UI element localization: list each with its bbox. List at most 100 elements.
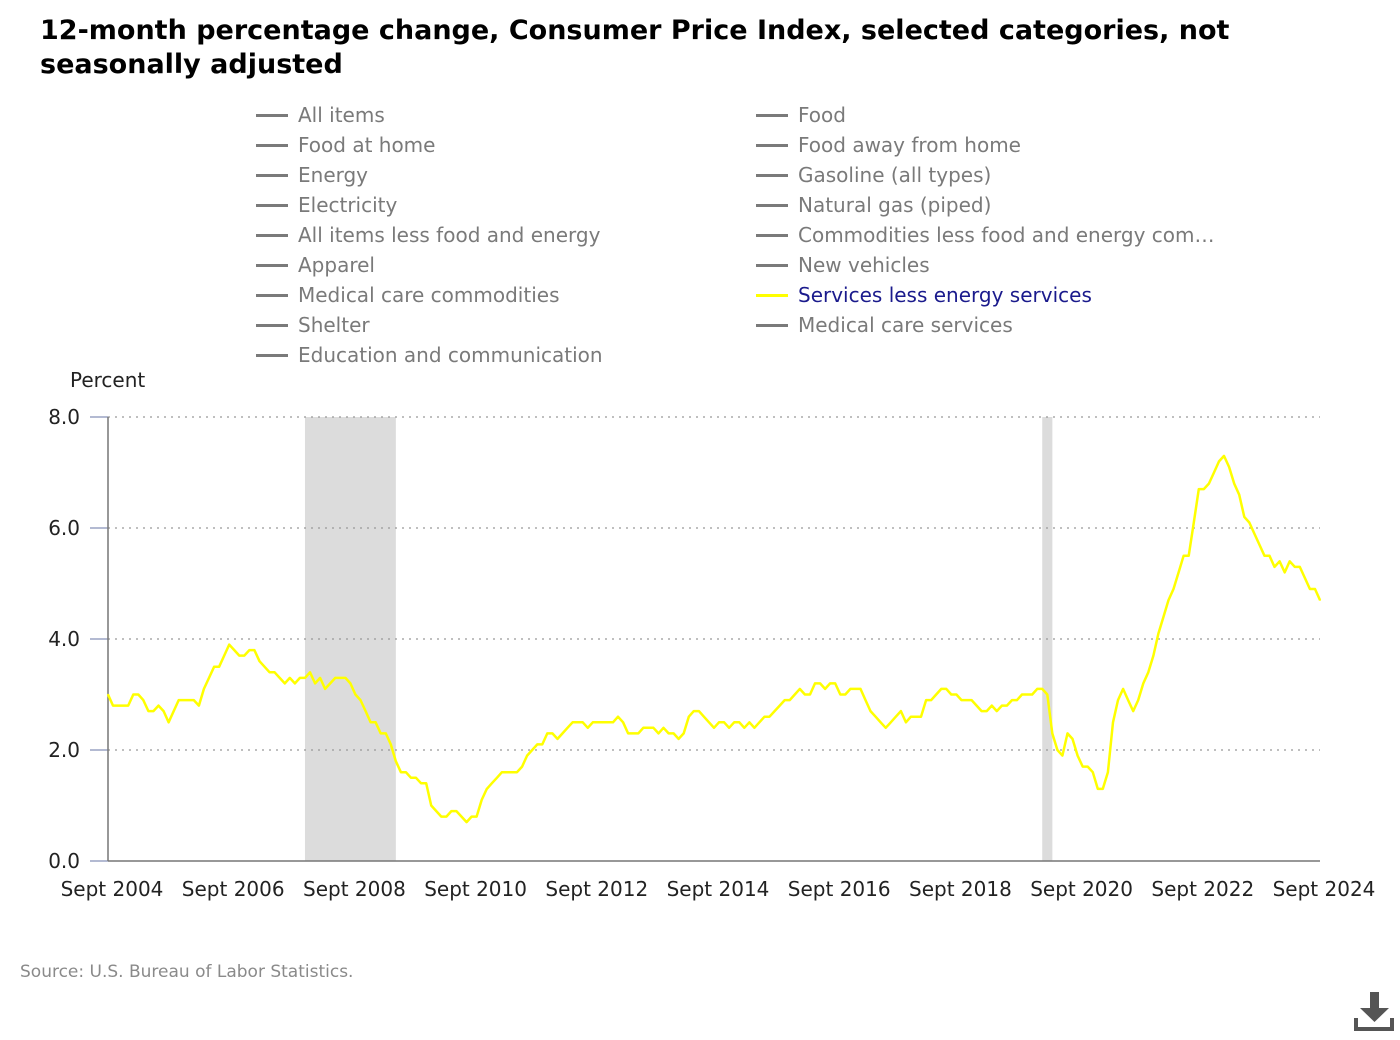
download-icon[interactable] — [1352, 990, 1396, 1034]
data-point — [329, 682, 332, 685]
x-tick-label: Sept 2008 — [303, 877, 406, 901]
legend-item[interactable]: Food — [756, 100, 846, 130]
legend-label: Apparel — [298, 253, 375, 277]
data-point — [435, 810, 438, 812]
legend-item[interactable]: Apparel — [256, 250, 375, 280]
legend-item[interactable]: Natural gas (piped) — [756, 190, 991, 220]
x-tick-label: Sept 2010 — [424, 877, 527, 901]
data-point — [612, 721, 614, 724]
y-tick-label: 6.0 — [48, 516, 80, 540]
data-point — [809, 693, 811, 696]
x-tick-label: Sept 2012 — [545, 877, 648, 901]
legend-item[interactable]: All items — [256, 100, 385, 130]
data-point — [1273, 566, 1276, 568]
data-point — [561, 732, 564, 735]
legend-swatch — [256, 203, 288, 207]
legend-item[interactable]: New vehicles — [756, 250, 930, 280]
data-point — [566, 727, 569, 729]
data-point — [1309, 588, 1311, 590]
data-point — [1092, 771, 1094, 773]
data-point — [1243, 516, 1246, 518]
data-point — [1157, 632, 1160, 635]
legend-item[interactable]: Gasoline (all types) — [756, 160, 991, 190]
legend-item[interactable]: Services less energy services — [756, 280, 1092, 310]
data-point — [844, 693, 847, 696]
data-point — [895, 715, 897, 718]
data-point — [465, 821, 468, 823]
data-point — [839, 693, 842, 696]
data-point — [965, 699, 968, 701]
y-tick-label: 2.0 — [48, 738, 80, 762]
legend-item[interactable]: Food at home — [256, 130, 435, 160]
legend-label: All items less food and energy — [298, 223, 601, 247]
data-point — [420, 782, 422, 785]
data-point — [415, 777, 417, 779]
data-point — [486, 788, 488, 790]
data-point — [147, 710, 150, 712]
data-point — [450, 810, 453, 812]
legend-item[interactable]: Shelter — [256, 310, 370, 340]
legend-item[interactable]: Energy — [256, 160, 368, 190]
data-point — [445, 815, 448, 818]
data-point — [1001, 704, 1003, 707]
data-point — [1046, 693, 1049, 696]
data-point — [455, 810, 458, 812]
data-point — [183, 699, 185, 701]
data-point — [410, 777, 412, 779]
legend-label: Food at home — [298, 133, 436, 157]
legend-item[interactable]: Food away from home — [756, 130, 1021, 160]
y-tick-label: 8.0 — [48, 405, 80, 429]
y-tick-label: 0.0 — [48, 849, 80, 873]
data-point — [768, 715, 771, 718]
data-point — [1278, 560, 1281, 563]
data-point — [602, 721, 604, 724]
x-tick-label: Sept 2024 — [1273, 877, 1376, 901]
data-point — [950, 693, 953, 696]
data-point — [1117, 699, 1119, 701]
legend-item[interactable]: Medical care commodities — [256, 280, 559, 310]
data-point — [521, 765, 523, 768]
data-point — [854, 688, 857, 690]
legend-item[interactable]: Commodities less food and energy com… — [756, 220, 1215, 250]
series-lines — [106, 454, 1322, 824]
legend-item[interactable]: Medical care services — [756, 310, 1013, 340]
data-point — [743, 727, 746, 729]
legend-item[interactable]: Education and communication — [256, 340, 603, 370]
legend-label: Food — [798, 103, 846, 127]
legend-label: Medical care services — [798, 313, 1013, 337]
data-point — [667, 732, 670, 735]
data-point — [1097, 788, 1099, 790]
data-point — [652, 727, 655, 729]
data-point — [501, 771, 503, 773]
data-point — [369, 721, 372, 724]
data-point — [985, 710, 988, 712]
data-point — [915, 715, 917, 718]
data-point — [1304, 577, 1306, 579]
legend-label: Food away from home — [798, 133, 1021, 157]
data-point — [107, 693, 109, 696]
recession-band — [304, 417, 396, 861]
data-point — [359, 699, 362, 701]
data-point — [167, 721, 170, 724]
x-tick-label: Sept 2006 — [182, 877, 285, 901]
data-point — [920, 715, 922, 718]
data-point — [117, 704, 119, 707]
x-tick-labels: Sept 2004 Sept 2006 Sept 2008 Sept 2010 Sept… — [61, 877, 1376, 901]
data-point — [349, 682, 352, 685]
legend-item[interactable]: Electricity — [256, 190, 397, 220]
data-point — [233, 649, 236, 651]
data-point — [1056, 749, 1059, 751]
legend-swatch — [256, 143, 288, 147]
data-point — [597, 721, 599, 724]
data-point — [728, 727, 730, 729]
data-point — [662, 727, 665, 729]
legend-swatch — [256, 173, 288, 177]
data-point — [390, 743, 392, 746]
data-point — [1152, 654, 1155, 657]
data-point — [874, 715, 877, 718]
data-point — [324, 688, 326, 690]
legend-label: Shelter — [298, 313, 370, 337]
data-point — [783, 699, 786, 701]
data-point — [1122, 688, 1124, 690]
legend-item[interactable]: All items less food and energy — [256, 220, 600, 250]
